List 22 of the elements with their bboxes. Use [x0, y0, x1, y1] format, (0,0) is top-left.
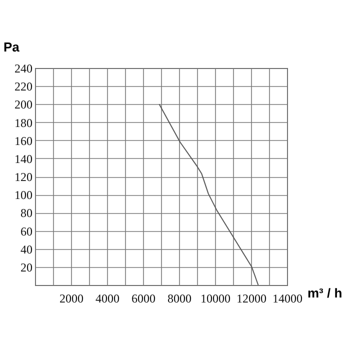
x-tick-label: 6000 [132, 292, 156, 306]
y-tick-label: 20 [20, 260, 32, 274]
x-axis-title: m³ / h [308, 286, 342, 300]
y-tick-label: 200 [14, 98, 32, 112]
y-tick-label: 100 [14, 188, 32, 202]
y-axis-title: Pa [4, 40, 20, 54]
y-tick-label: 240 [14, 62, 32, 76]
y-tick-label: 140 [14, 152, 32, 166]
x-tick-label: 4000 [96, 292, 120, 306]
y-tick-label: 180 [14, 116, 32, 130]
line-series [158, 104, 259, 286]
y-tick-label: 40 [20, 242, 32, 256]
x-tick-label: 2000 [60, 292, 84, 306]
x-tick-label: 12000 [236, 292, 266, 306]
y-tick-label: 120 [14, 170, 32, 184]
y-tick-label: 220 [14, 80, 32, 94]
y-tick-label: 80 [20, 206, 32, 220]
x-tick-label: 14000 [272, 292, 302, 306]
x-tick-label: 10000 [200, 292, 230, 306]
x-tick-label: 8000 [168, 292, 192, 306]
y-tick-label: 60 [20, 224, 32, 238]
y-tick-label: 160 [14, 134, 32, 148]
